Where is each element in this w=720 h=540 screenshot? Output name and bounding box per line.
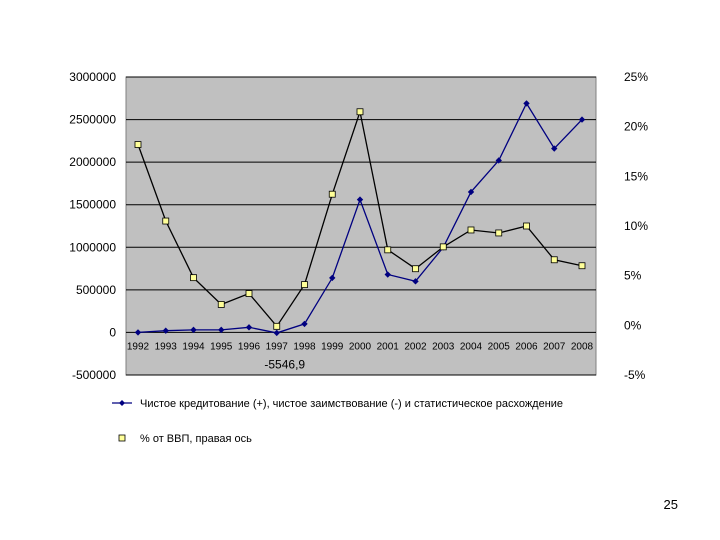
series-1-point (329, 274, 336, 282)
series-2-point (356, 108, 364, 116)
series-2-point (578, 262, 586, 270)
x-tick-label: 1999 (321, 341, 344, 352)
x-tick-label: 2005 (488, 341, 511, 352)
y-left-tick-label: 0 (109, 325, 116, 339)
series-1-point (384, 271, 391, 278)
y-right-tick-label: 10% (624, 219, 648, 233)
x-tick-label: 2006 (515, 341, 538, 352)
series-1-point (578, 116, 586, 123)
x-tick-label: 1994 (182, 341, 205, 352)
x-tick-label: 2007 (543, 341, 566, 352)
y-right-tick-label: 20% (624, 120, 648, 134)
series-1-point (245, 324, 253, 331)
y-left-tick-label: 1000000 (69, 240, 116, 254)
x-tick-label: 1995 (210, 341, 233, 352)
x-tick-label: 1996 (238, 341, 261, 352)
x-tick-label: 2004 (460, 341, 483, 352)
y-right-tick-label: 5% (624, 269, 642, 283)
series-1-point (523, 100, 530, 107)
series-1-point (301, 320, 308, 328)
series-2-point (550, 256, 558, 264)
series-2-point (162, 217, 170, 225)
series-1-point (273, 329, 280, 337)
series-2-point (439, 243, 447, 251)
y-left-tick-label: 3000000 (69, 70, 116, 84)
series-1-point (551, 145, 558, 152)
series-2-point (412, 265, 419, 273)
y-right-tick-label: 0% (624, 318, 642, 332)
x-tick-label: 2001 (377, 341, 400, 352)
y-right-tick-label: 25% (624, 70, 648, 84)
series-1-point (190, 326, 197, 334)
series-1-point (134, 329, 142, 336)
series-1-point (218, 326, 225, 334)
y-left-tick-label: 500000 (76, 283, 116, 297)
series-2-point (134, 141, 142, 148)
series-1-point (467, 188, 475, 196)
page-number: 25 (663, 497, 678, 512)
x-tick-label: 1998 (293, 341, 316, 352)
series-2-point (328, 190, 336, 198)
series-2-point (273, 322, 281, 330)
x-tick-label: 2008 (571, 341, 594, 352)
series-2-point (217, 301, 225, 308)
series-2-point (190, 274, 197, 282)
series-2-point (467, 226, 475, 234)
series-1-point (495, 157, 502, 164)
x-tick-label: 1993 (155, 341, 178, 352)
series-2-point (245, 290, 253, 297)
series-2-point (301, 281, 308, 289)
series-1-point (162, 327, 169, 334)
x-tick-label: 2002 (404, 341, 427, 352)
series-2-point (495, 229, 503, 237)
series-1-point (356, 196, 364, 203)
y-right-tick-label: -5% (624, 368, 646, 382)
x-tick-label: 1997 (266, 341, 289, 352)
series-1-point (412, 278, 419, 285)
plot-area (125, 76, 597, 376)
legend-label-1: Чистое кредитование (+), чистое заимство… (140, 398, 563, 410)
y-left-tick-label: 1500000 (69, 198, 116, 212)
x-tick-label: 1992 (127, 341, 150, 352)
y-left-tick-label: 2500000 (69, 113, 116, 127)
y-left-tick-label: -500000 (72, 368, 116, 382)
x-tick-label: 2003 (432, 341, 455, 352)
legend-marker-2 (118, 434, 126, 442)
y-right-tick-label: 15% (624, 169, 648, 183)
y-left-tick-label: 2000000 (69, 155, 116, 169)
series-2-point (523, 222, 530, 230)
legend-label-2: % от ВВП, правая ось (140, 433, 252, 445)
x-tick-label: 2000 (349, 341, 372, 352)
series-2-point (384, 246, 392, 254)
data-label: -5546,9 (264, 357, 305, 371)
legend-marker-1 (119, 400, 125, 406)
